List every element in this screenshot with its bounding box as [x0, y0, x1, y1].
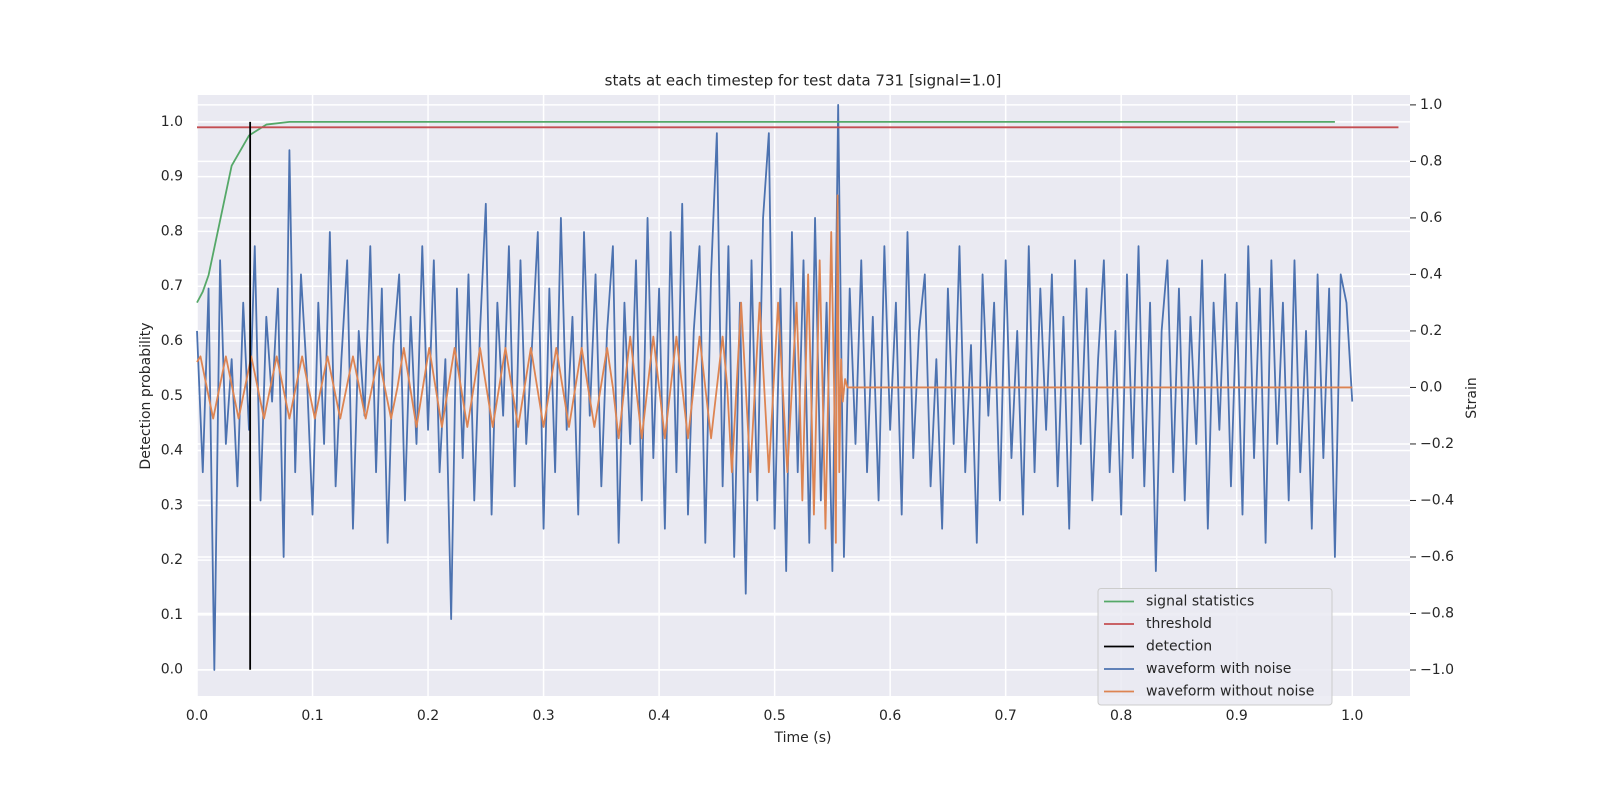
y-tick-label: 1.0	[161, 114, 183, 130]
x-axis-label: Time (s)	[774, 730, 832, 746]
y2-tick-label: −0.6	[1420, 549, 1454, 565]
y2-tick-label: 0.0	[1420, 379, 1442, 395]
legend-label: detection	[1146, 639, 1212, 655]
legend-label: waveform with noise	[1146, 661, 1291, 677]
y2-tick-label: 0.6	[1420, 210, 1442, 226]
x-tick-label: 0.6	[879, 708, 901, 724]
legend-box	[1097, 588, 1333, 706]
y-tick-label: 0.7	[161, 278, 183, 294]
legend-label: threshold	[1146, 616, 1212, 632]
y2-axis-label: Strain	[1464, 377, 1480, 418]
legend-label: signal statistics	[1146, 594, 1254, 610]
series-line	[196, 103, 1354, 671]
legend: signal statistics threshold detection wavef…	[1097, 588, 1333, 706]
legend-label: waveform without noise	[1146, 684, 1314, 700]
y2-tick-label: −1.0	[1420, 662, 1454, 678]
y-tick-label: 0.6	[161, 333, 183, 349]
ticks: 0.0 0.1 0.2 0.3 0.4 0.5 0.6 0.7 0.8 0.9 1.0 0.0 0.1 0…	[161, 97, 1454, 724]
series-lines	[196, 103, 1399, 671]
series-line	[196, 120, 1335, 304]
y-tick-label: 0.4	[161, 443, 183, 459]
x-tick-label: 1.0	[1341, 708, 1363, 724]
series-line	[196, 194, 1353, 544]
x-tick-label: 0.5	[763, 708, 785, 724]
y2-tick-label: −0.2	[1420, 436, 1454, 452]
y-tick-label: 0.0	[161, 662, 183, 678]
y-tick-label: 0.5	[161, 388, 183, 404]
x-tick-label: 0.7	[995, 708, 1017, 724]
y2-tick-label: −0.4	[1420, 492, 1454, 508]
y2-tick-label: 0.2	[1420, 323, 1442, 339]
x-tick-label: 0.1	[301, 708, 323, 724]
y-tick-label: 0.3	[161, 497, 183, 513]
y2-tick-label: 1.0	[1420, 97, 1442, 113]
y2-tick-label: 0.4	[1420, 266, 1442, 282]
y-tick-label: 0.1	[161, 607, 183, 623]
x-tick-label: 0.4	[648, 708, 670, 724]
y2-tick-label: −0.8	[1420, 605, 1454, 621]
y-axis-label: Detection probability	[138, 322, 154, 469]
y2-tick-label: 0.8	[1420, 153, 1442, 169]
x-tick-label: 0.8	[1110, 708, 1132, 724]
x-tick-label: 0.2	[417, 708, 439, 724]
chart-title: stats at each timestep for test data 731…	[605, 72, 1002, 90]
x-tick-label: 0.0	[186, 708, 208, 724]
y-tick-label: 0.9	[161, 169, 183, 185]
x-tick-label: 0.3	[532, 708, 554, 724]
x-tick-label: 0.9	[1226, 708, 1248, 724]
y-tick-label: 0.8	[161, 223, 183, 239]
y-tick-label: 0.2	[161, 552, 183, 568]
